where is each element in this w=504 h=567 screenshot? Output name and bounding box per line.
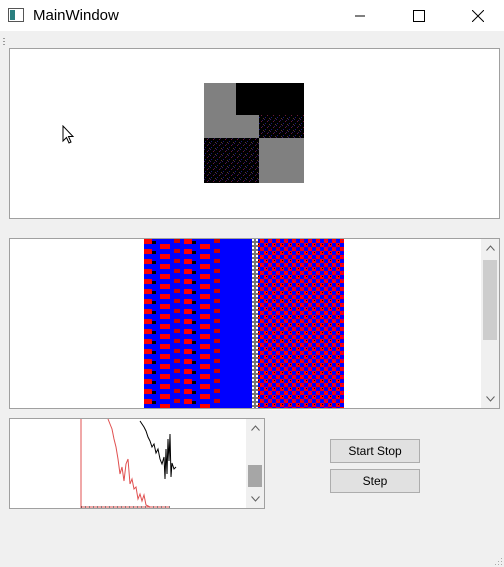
scroll-down-arrow-icon[interactable] — [481, 390, 499, 408]
maximize-icon — [413, 9, 425, 22]
weight-matrix-image — [204, 83, 304, 183]
raster-view — [9, 238, 500, 409]
step-button[interactable]: Step — [330, 469, 420, 493]
scroll-up-arrow-icon[interactable] — [246, 419, 264, 437]
close-icon — [472, 9, 484, 22]
raster-scrollbar[interactable] — [481, 239, 499, 408]
app-icon — [8, 8, 24, 22]
close-button[interactable] — [449, 0, 504, 31]
raster-image — [144, 239, 344, 408]
maximize-button[interactable] — [390, 0, 448, 31]
mouse-cursor-icon — [62, 125, 75, 144]
plot-scrollbar[interactable] — [246, 419, 264, 508]
window-title: MainWindow — [33, 7, 119, 24]
title-bar: MainWindow — [0, 0, 504, 31]
toolbar-grip-icon[interactable] — [2, 37, 6, 46]
activity-plot — [80, 419, 177, 508]
raster-scroll-thumb[interactable] — [483, 260, 497, 340]
minimize-button[interactable] — [331, 0, 389, 31]
plot-view — [9, 418, 265, 509]
scroll-down-arrow-icon[interactable] — [246, 490, 264, 508]
size-grip-icon[interactable] — [493, 556, 503, 566]
plot-scroll-thumb[interactable] — [248, 465, 262, 487]
scroll-up-arrow-icon[interactable] — [481, 239, 499, 257]
start-stop-button[interactable]: Start Stop — [330, 439, 420, 463]
matrix-view — [9, 48, 500, 219]
minimize-icon — [355, 15, 365, 16]
